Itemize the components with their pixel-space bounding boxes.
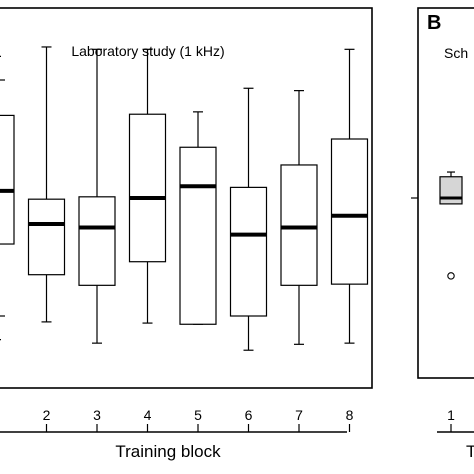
x-tick-label: 2 <box>43 407 51 423</box>
x-tick-label: 8 <box>346 407 354 423</box>
panel-b-title: Sch <box>444 45 468 61</box>
box-iqr <box>27 198 66 276</box>
box-iqr <box>229 186 268 317</box>
panel-b-x-ticks: 1 <box>447 407 455 432</box>
x-tick-label: 3 <box>93 407 101 423</box>
box-iqr <box>128 113 167 263</box>
box-8 <box>330 48 369 344</box>
box-7 <box>280 90 318 345</box>
box-5 <box>179 111 217 325</box>
panel-b-x-axis-label: T <box>466 442 474 461</box>
box-6 <box>229 87 268 351</box>
outlier-point <box>447 272 455 280</box>
box-3 <box>78 48 116 344</box>
x-tick-label: 1 <box>447 407 455 423</box>
box-iqr <box>439 176 463 205</box>
panel-a-x-axis-label: Training block <box>115 442 221 461</box>
box-4 <box>128 48 167 324</box>
x-tick-label: 5 <box>194 407 202 423</box>
x-tick-label: 4 <box>144 407 152 423</box>
panel-a-boxes <box>0 46 369 351</box>
box-iqr <box>330 138 369 285</box>
panel-a-x-ticks: 2 3 4 5 6 7 8 <box>43 407 354 432</box>
panel-b: B Sch 1 T <box>411 7 474 461</box>
x-tick-label: 6 <box>245 407 253 423</box>
panel-b-boxes <box>439 171 463 280</box>
panel-b-letter: B <box>427 12 441 34</box>
box-iqr <box>78 196 116 286</box>
box-1 <box>439 171 463 280</box>
box-iqr <box>0 114 15 245</box>
x-tick-label: 7 <box>295 407 303 423</box>
panel-a-frame <box>0 7 373 389</box>
box-iqr <box>179 146 217 325</box>
box-iqr <box>280 164 318 286</box>
box-1 <box>0 55 15 341</box>
panel-b-frame <box>417 7 474 379</box>
box-2 <box>27 46 66 323</box>
